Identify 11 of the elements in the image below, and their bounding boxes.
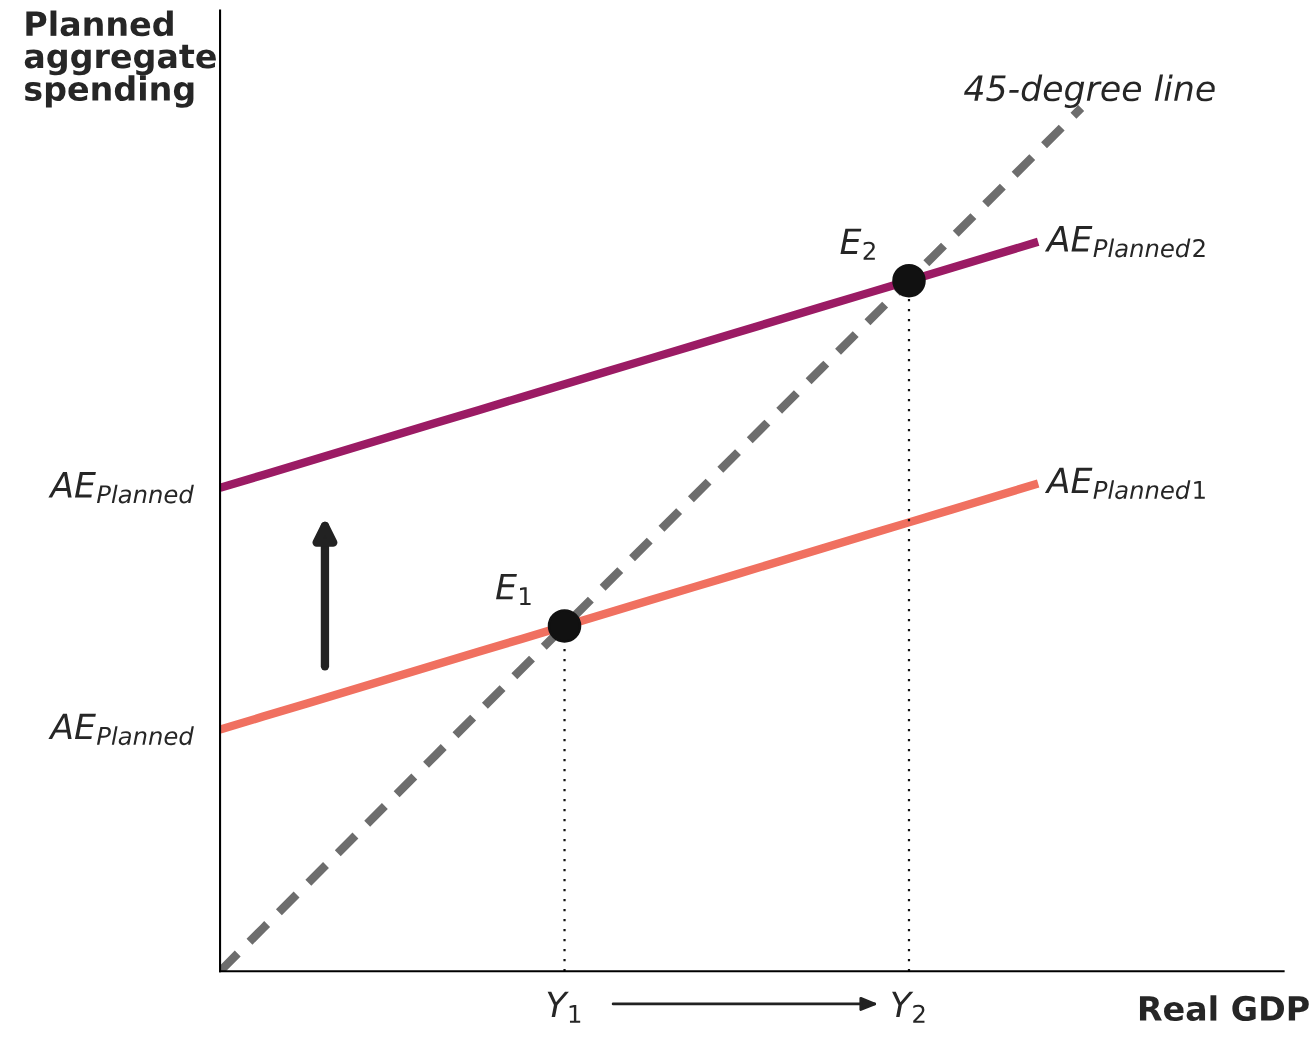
series-label: AE$_{Planned1}$	[1044, 467, 1205, 500]
annotation: E$_{2}$	[840, 228, 875, 260]
annotation: E$_{1}$	[496, 573, 531, 605]
x-tick-label: Y$_{1}$	[547, 991, 581, 1023]
series-label: AE$_{Planned2}$	[1044, 226, 1205, 258]
x-tick-label: Y$_{2}$	[892, 991, 925, 1023]
y-axis-title: Planned aggregate spending	[24, 10, 216, 108]
text: AE$_{Planned}$	[48, 713, 194, 746]
series-label: 45-degree line	[964, 74, 1215, 109]
text: AE$_{Planned}$	[48, 472, 194, 504]
x-axis-title: Real GDP	[1139, 995, 1309, 1022]
